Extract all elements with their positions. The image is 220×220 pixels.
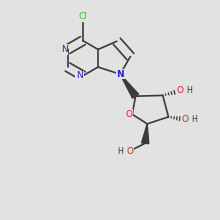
Text: Cl: Cl [78,12,87,21]
Text: H: H [187,86,192,95]
Text: N: N [116,70,124,79]
Text: H: H [117,147,123,156]
Text: N: N [76,71,83,80]
Polygon shape [141,124,149,144]
Text: O: O [125,110,132,119]
Text: N: N [61,45,68,54]
Polygon shape [120,74,139,98]
Text: O: O [177,86,184,95]
Text: O: O [182,115,189,124]
Text: O: O [126,147,133,156]
Text: H: H [191,115,197,124]
